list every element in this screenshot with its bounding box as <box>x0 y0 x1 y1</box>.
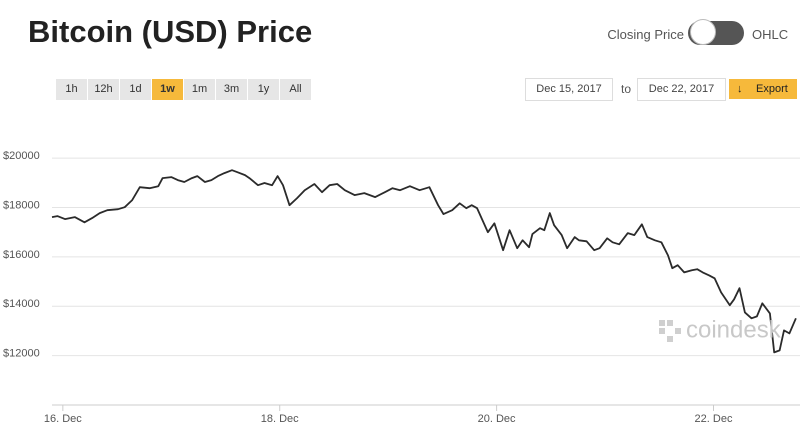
x-tick-label: 22. Dec <box>695 413 733 425</box>
y-tick-label: $20000 <box>3 150 40 162</box>
x-tick-label: 16. Dec <box>44 413 82 425</box>
export-label: Export <box>756 83 788 95</box>
date-to[interactable]: Dec 22, 2017 <box>637 78 726 101</box>
watermark-dot <box>675 328 681 334</box>
range-button[interactable]: 1m <box>184 79 215 100</box>
watermark-text: coindesk <box>686 316 782 343</box>
range-button[interactable]: All <box>280 79 311 100</box>
date-separator: to <box>621 82 632 96</box>
x-tick-label: 18. Dec <box>261 413 299 425</box>
export-icon: ↓ <box>737 83 743 95</box>
range-button[interactable]: 1y <box>248 79 279 100</box>
range-button[interactable]: 1w <box>152 79 183 100</box>
date-from[interactable]: Dec 15, 2017 <box>525 78 613 101</box>
export-button[interactable]: ↓ Export <box>729 79 797 99</box>
y-tick-label: $12000 <box>3 348 40 360</box>
range-button[interactable]: 1d <box>120 79 151 100</box>
watermark-dot <box>667 336 673 342</box>
watermark-dot <box>659 320 665 326</box>
plot: $12000 $14000 $16000 $18000 $20000 16. Dec 18.… <box>3 150 800 425</box>
range-buttons: 1h 12h 1d 1w 1m 3m 1y All <box>56 79 311 100</box>
range-button[interactable]: 3m <box>216 79 247 100</box>
toggle-knob[interactable] <box>690 19 716 45</box>
y-tick-label: $14000 <box>3 298 40 310</box>
price-line <box>51 169 797 354</box>
range-button[interactable]: 1h <box>56 79 87 100</box>
toggle-label[interactable]: OHLC <box>752 27 789 42</box>
page-title: Bitcoin (USD) Price <box>28 14 313 49</box>
watermark <box>659 320 681 342</box>
watermark-dot <box>659 328 665 334</box>
toggle-label[interactable]: Closing Price <box>607 27 684 42</box>
y-tick-label: $16000 <box>3 249 40 261</box>
y-tick-label: $18000 <box>3 199 40 211</box>
watermark-dot <box>667 320 673 326</box>
x-tick-label: 20. Dec <box>478 413 516 425</box>
range-button[interactable]: 12h <box>88 79 119 100</box>
